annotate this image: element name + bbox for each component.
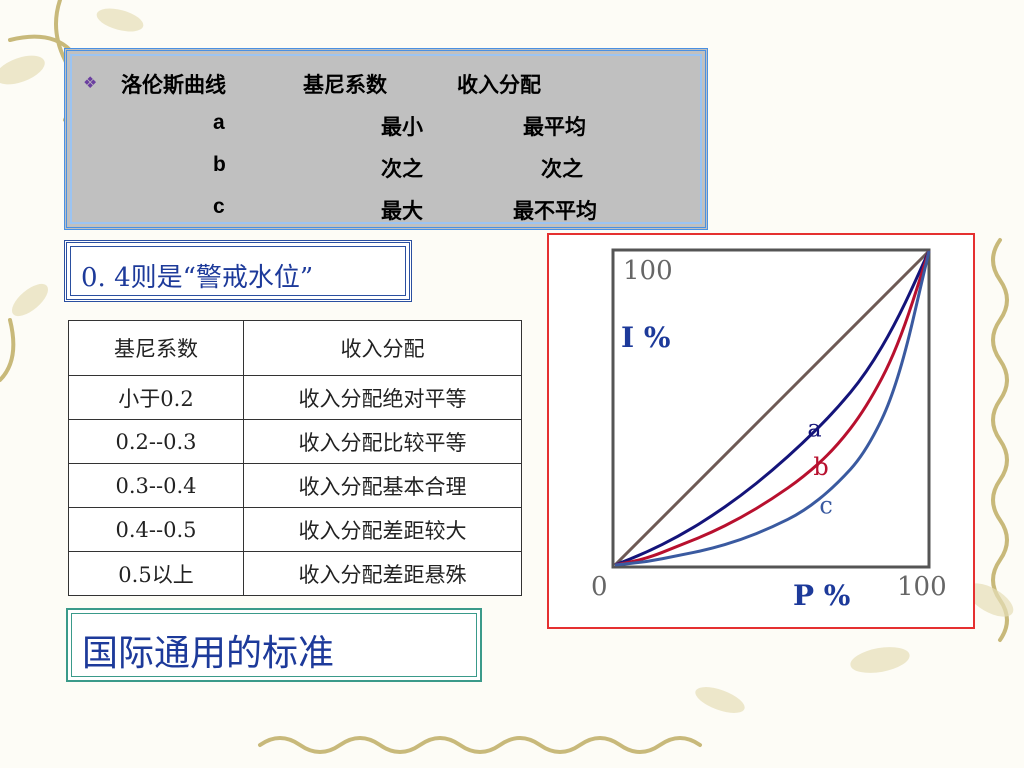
series-label-c: c	[819, 492, 832, 520]
table-header-row: 基尼系数 收入分配	[68, 320, 522, 376]
info-distribution: 次之	[541, 157, 583, 181]
info-header-gini: 基尼系数	[303, 73, 387, 97]
x-axis-label: P %	[793, 579, 850, 612]
distribution-level: 收入分配差距较大	[243, 507, 522, 552]
table-row: 小于0.2 收入分配绝对平等	[68, 375, 522, 420]
info-row: b 次之 次之	[67, 145, 705, 185]
series-label-a: a	[807, 415, 821, 443]
info-header-row: ❖ 洛伦斯曲线 基尼系数 收入分配	[67, 61, 705, 101]
info-row: c 最大 最不平均	[67, 187, 705, 227]
standard-box: 国际通用的标准	[66, 608, 482, 682]
lorenz-curve-b	[614, 250, 931, 567]
info-gini: 最小	[381, 115, 423, 139]
table-row: 0.4--0.5 收入分配差距较大	[68, 507, 522, 552]
lorenz-chart-svg: abc 100 I % 0 P % 100	[591, 248, 947, 612]
y-axis-label: I %	[621, 321, 670, 354]
info-curve: a	[213, 111, 225, 134]
label-layer: abc	[807, 415, 832, 520]
gini-range: 0.3--0.4	[68, 463, 244, 508]
gini-range: 0.2--0.3	[68, 419, 244, 464]
diamond-bullet-icon: ❖	[83, 73, 98, 92]
gini-range: 小于0.2	[68, 375, 244, 420]
gini-range: 0.4--0.5	[68, 507, 244, 552]
info-header-curve: 洛伦斯曲线	[121, 73, 226, 97]
distribution-level: 收入分配差距悬殊	[243, 551, 522, 596]
info-row: a 最小 最平均	[67, 103, 705, 143]
info-curve: c	[213, 195, 225, 218]
standard-text: 国际通用的标准	[82, 633, 335, 674]
gini-table: 基尼系数 收入分配 小于0.2 收入分配绝对平等 0.2--0.3 收入分配比较…	[68, 320, 522, 596]
distribution-level: 收入分配比较平等	[243, 419, 522, 464]
gini-range: 0.5以上	[68, 551, 244, 596]
leaf-decoration	[0, 8, 1014, 713]
warning-line-text: 0. 4则是“警戒水位”	[81, 263, 314, 293]
warning-line-box: 0. 4则是“警戒水位”	[64, 240, 412, 302]
info-distribution: 最不平均	[513, 199, 597, 223]
equality-line	[613, 249, 931, 567]
info-distribution: 最平均	[523, 115, 586, 139]
table-row: 0.2--0.3 收入分配比较平等	[68, 419, 522, 464]
header-distribution: 收入分配	[243, 320, 522, 376]
lorenz-curve-c	[614, 250, 931, 567]
info-gini: 次之	[381, 157, 423, 181]
distribution-level: 收入分配绝对平等	[243, 375, 522, 420]
info-box: ❖ 洛伦斯曲线 基尼系数 收入分配 a 最小 最平均 b 次之 次之 c 最大 …	[64, 48, 708, 230]
plot-frame	[611, 248, 931, 569]
table-row: 0.5以上 收入分配差距悬殊	[68, 551, 522, 596]
table-row: 0.3--0.4 收入分配基本合理	[68, 463, 522, 508]
info-curve: b	[213, 153, 226, 176]
info-gini: 最大	[381, 199, 423, 223]
header-gini: 基尼系数	[68, 320, 244, 376]
series-layer	[613, 249, 931, 567]
lorenz-curve-a	[614, 250, 931, 567]
x-max-tick-label: 100	[897, 572, 947, 602]
info-header-distribution: 收入分配	[457, 73, 541, 97]
distribution-level: 收入分配基本合理	[243, 463, 522, 508]
y-max-tick-label: 100	[623, 256, 673, 286]
series-label-b: b	[813, 453, 828, 481]
origin-tick-label: 0	[591, 572, 608, 602]
